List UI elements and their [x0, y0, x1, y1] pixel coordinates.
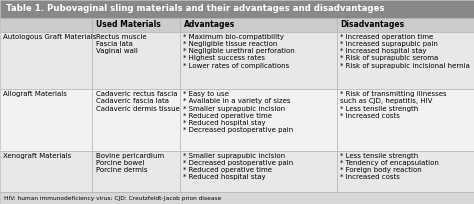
- Text: Cadaveric rectus fascia
Cadaveric fascia lata
Cadaveric dermis tissue: Cadaveric rectus fascia Cadaveric fascia…: [96, 91, 180, 112]
- Bar: [92, 151, 180, 192]
- Bar: [92, 32, 180, 89]
- Text: * Maximum bio-compatibility
* Negligible tissue reaction
* Negligible urethral p: * Maximum bio-compatibility * Negligible…: [183, 34, 295, 69]
- Text: * Smaller suprapubic incision
* Decreased postoperative pain
* Reduced operative: * Smaller suprapubic incision * Decrease…: [183, 153, 294, 180]
- Text: * Risk of transmitting illnesses
such as CJD, hepatitis, HIV
* Less tensile stre: * Risk of transmitting illnesses such as…: [340, 91, 447, 119]
- Bar: [0, 0, 474, 18]
- Bar: [337, 18, 474, 32]
- Bar: [180, 18, 337, 32]
- Text: Advantages: Advantages: [184, 20, 235, 29]
- Text: HIV: human immunodeficiency virus; CJD: Creutzfeldt-Jacob prion disease: HIV: human immunodeficiency virus; CJD: …: [4, 196, 221, 201]
- Text: Bovine pericardium
Porcine bowel
Porcine dermis: Bovine pericardium Porcine bowel Porcine…: [96, 153, 164, 173]
- Bar: [0, 18, 92, 32]
- Bar: [0, 32, 92, 89]
- Text: Table 1. Pubovaginal sling materials and their advantages and disadvantages: Table 1. Pubovaginal sling materials and…: [6, 4, 384, 13]
- Text: Xenograft Materials: Xenograft Materials: [3, 153, 72, 159]
- Bar: [180, 32, 337, 89]
- Bar: [337, 32, 474, 89]
- Bar: [92, 89, 180, 151]
- Text: Disadvantages: Disadvantages: [340, 20, 404, 29]
- Bar: [0, 89, 92, 151]
- Text: * Increased operation time
* Increased suprapubic pain
* Increased hospital stay: * Increased operation time * Increased s…: [340, 34, 470, 69]
- Text: Autologous Graft Materials: Autologous Graft Materials: [3, 34, 97, 40]
- Bar: [0, 192, 474, 204]
- Text: Allograft Materials: Allograft Materials: [3, 91, 67, 97]
- Bar: [337, 151, 474, 192]
- Bar: [180, 151, 337, 192]
- Text: * Easy to use
* Available in a variety of sizes
* Smaller suprapubic incision
* : * Easy to use * Available in a variety o…: [183, 91, 294, 133]
- Text: * Less tensile strength
* Tendency of encapsulation
* Foreign body reaction
* In: * Less tensile strength * Tendency of en…: [340, 153, 439, 180]
- Bar: [0, 151, 92, 192]
- Bar: [337, 89, 474, 151]
- Text: Rectus muscle
Fascia lata
Vaginal wall: Rectus muscle Fascia lata Vaginal wall: [96, 34, 146, 54]
- Bar: [180, 89, 337, 151]
- Text: Used Materials: Used Materials: [96, 20, 161, 29]
- Bar: [92, 18, 180, 32]
